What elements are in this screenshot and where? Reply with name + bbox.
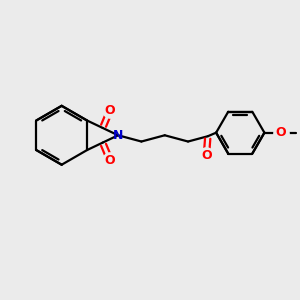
Text: O: O — [201, 149, 212, 162]
Text: N: N — [113, 129, 123, 142]
Text: O: O — [105, 154, 115, 167]
Text: O: O — [275, 126, 286, 139]
Text: O: O — [105, 104, 115, 117]
